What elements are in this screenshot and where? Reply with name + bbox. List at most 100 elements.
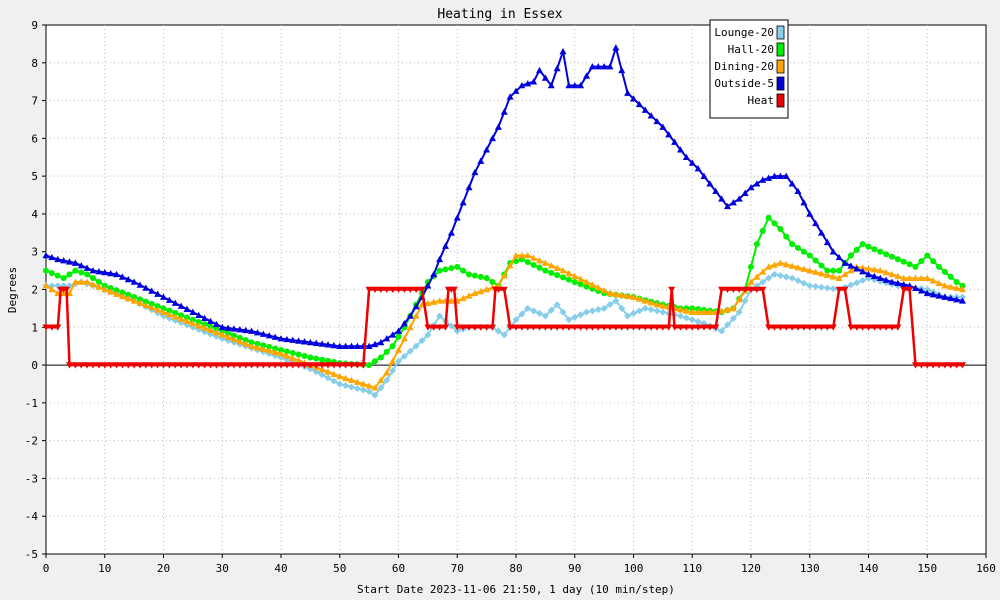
outside-5-point [406, 312, 414, 319]
heat-point [917, 362, 925, 369]
heat-point [618, 324, 626, 331]
outside-5-point [189, 308, 197, 315]
x-tick-label: 90 [568, 562, 581, 575]
hall-20-point [436, 267, 443, 274]
dining-20-point [530, 254, 538, 261]
lounge-20-point [594, 306, 602, 314]
outside-5-point [771, 172, 778, 179]
dining-20-point [171, 313, 179, 320]
outside-5-point [318, 340, 326, 347]
outside-5-point [254, 329, 261, 336]
outside-5-point [794, 187, 802, 195]
dining-20-point [800, 265, 808, 272]
dining-20-point [947, 283, 955, 290]
heat-point [788, 324, 796, 331]
dining-20-point [870, 266, 878, 273]
hall-20-point [389, 343, 396, 350]
heat-point [876, 324, 884, 331]
hall-20-point [148, 300, 155, 307]
hall-20-point [236, 334, 243, 341]
outside-5-point [759, 176, 767, 183]
lounge-20-point [806, 282, 814, 290]
x-tick-label: 130 [800, 562, 820, 575]
heat-point [71, 362, 79, 369]
dining-20-point [953, 284, 961, 292]
dining-20-point [160, 308, 167, 315]
hall-20-point [759, 227, 766, 234]
hall-20-point [366, 362, 373, 369]
heat-point [668, 286, 676, 293]
heat-point [588, 324, 596, 331]
dining-20-point [101, 286, 109, 293]
hall-20-point [242, 337, 249, 344]
outside-5-point [277, 335, 285, 342]
hall-20-point [283, 348, 290, 355]
outside-5-point [847, 262, 855, 269]
dining-20-point [600, 286, 608, 294]
heat-point [900, 286, 908, 293]
heat-point [324, 362, 332, 369]
y-ticks: -5 -4 -3 -2 -1 0 1 2 3 4 5 6 7 8 9 [25, 19, 46, 561]
hall-20-point [912, 263, 919, 270]
outside-5-point [565, 81, 573, 89]
hall-20-point [871, 246, 878, 253]
hall-20-point [142, 298, 149, 305]
outside-5-point [776, 172, 784, 179]
dining-20-point [917, 274, 925, 281]
outside-5-point [600, 63, 608, 70]
dining-20-point [259, 345, 267, 353]
dining-20-point [471, 289, 479, 297]
outside-5-point [60, 257, 68, 264]
dining-20-point [436, 297, 444, 304]
lounge-20-point [418, 337, 426, 345]
hall-20-point [930, 258, 937, 265]
heat-point [230, 362, 238, 369]
dining-20-point [71, 278, 79, 285]
heat-point [512, 324, 520, 331]
dining-20-point [395, 346, 402, 353]
heat-point [212, 362, 220, 369]
outside-5-point [248, 327, 256, 334]
dining-20-point [113, 290, 120, 297]
outside-5-point [835, 253, 843, 261]
hall-20-point [372, 358, 378, 365]
heat-point [489, 324, 496, 331]
hall-20-point [765, 214, 772, 221]
heat-point [647, 324, 655, 331]
hall-20-point [894, 256, 901, 263]
outside-5-point [917, 287, 925, 294]
dining-20-point [718, 307, 726, 314]
outside-5-point [412, 303, 420, 310]
outside-5-point [336, 342, 344, 349]
heat-point [330, 362, 338, 369]
legend-swatch [776, 59, 785, 74]
lounge-20-point [377, 384, 385, 392]
heat-point [124, 362, 132, 369]
dining-20-point [682, 307, 690, 314]
hall-20-point [254, 340, 261, 347]
outside-5-point [95, 268, 103, 275]
lounge-20-point [812, 282, 820, 290]
outside-5-point [724, 202, 731, 210]
outside-5-point [659, 123, 667, 130]
outside-5-point [395, 327, 402, 334]
outside-5-point [330, 341, 338, 349]
dining-20-point [201, 324, 209, 331]
outside-5-point [424, 282, 432, 289]
dining-20-point [935, 279, 943, 287]
hall-20-point [471, 272, 478, 279]
dining-20-point [624, 292, 632, 299]
heat-point [624, 324, 632, 331]
hall-20-point [953, 278, 960, 285]
outside-5-point [365, 342, 373, 349]
hall-20-point [859, 241, 866, 248]
outside-5-point [389, 331, 397, 338]
lounge-20-point [588, 307, 596, 315]
dining-20-point [318, 366, 326, 373]
dining-20-point [583, 278, 590, 285]
heat-point [577, 324, 585, 331]
heat-point [571, 324, 579, 331]
heat-point [823, 324, 831, 331]
outside-5-point [694, 165, 702, 172]
dining-20-point [659, 302, 667, 309]
